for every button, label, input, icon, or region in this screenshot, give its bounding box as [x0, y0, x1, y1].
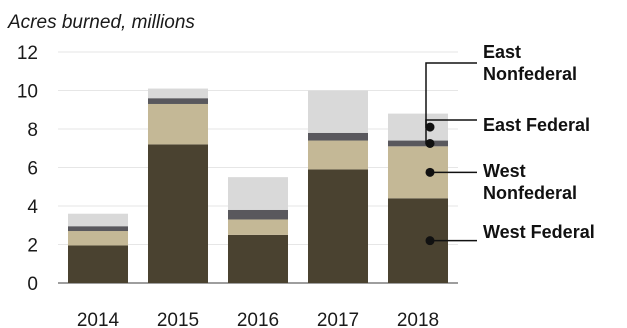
legend-label: East Federal: [483, 115, 590, 135]
legend-label: West Federal: [483, 222, 595, 242]
bar-segment: [148, 144, 208, 283]
x-tick-label: 2014: [77, 310, 120, 328]
y-tick-label: 10: [17, 82, 38, 103]
x-tick-label: 2015: [157, 310, 199, 328]
bar-segment: [388, 140, 448, 147]
y-tick-label: 8: [27, 120, 38, 141]
legend-label: West Nonfederal: [483, 161, 577, 203]
bars: [68, 88, 448, 283]
bar-segment: [148, 98, 208, 104]
bar-segment: [228, 234, 288, 283]
bar-segment: [388, 113, 448, 141]
legend: East Nonfederal East Federal West Nonfederal…: [425, 42, 595, 246]
legend-leader: [425, 119, 477, 145]
x-tick-label: 2018: [397, 310, 439, 328]
bar-segment: [308, 169, 368, 283]
bar-segment: [308, 132, 368, 141]
bar-segment: [228, 209, 288, 220]
y-tick-label: 4: [27, 197, 38, 218]
y-axis-label: Acres burned, millions: [7, 12, 195, 33]
y-tick-label: 0: [27, 274, 38, 295]
bar-segment: [68, 231, 128, 246]
bar-segment: [148, 88, 208, 99]
y-tick-label: 12: [17, 43, 38, 64]
axis-ticks: 0 2 4 6 8 10 12 2014 2015 2016 2017 2018: [17, 43, 439, 328]
bar-segment: [308, 140, 368, 170]
bar-segment: [148, 103, 208, 145]
x-tick-label: 2017: [317, 310, 359, 328]
bar-segment: [68, 213, 128, 227]
legend-leader: [425, 62, 477, 128]
bar-segment: [68, 245, 128, 283]
y-tick-label: 6: [27, 159, 38, 180]
legend-label: East Nonfederal: [483, 42, 577, 84]
bar-segment: [68, 226, 128, 232]
x-tick-label: 2016: [237, 310, 279, 328]
bar-segment: [308, 90, 368, 133]
bar-segment: [228, 177, 288, 210]
bar-segment: [228, 219, 288, 235]
y-tick-label: 2: [27, 236, 38, 257]
